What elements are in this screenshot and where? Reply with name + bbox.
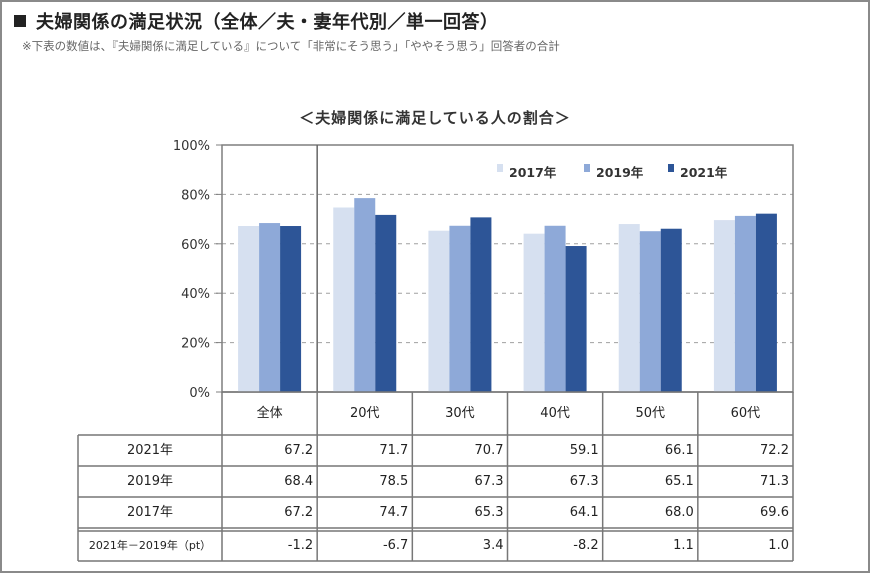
table-column-header: 60代 [730,406,761,421]
legend-swatch [668,164,674,172]
bar-2021-5 [755,213,777,392]
table-cell: 69.6 [760,505,789,520]
bar-2017-4 [618,224,640,392]
table-cell: 66.1 [664,443,694,458]
bar-2019-1 [354,198,376,392]
table-column-header: 20代 [349,406,380,421]
legend-item-2017: 2017年 [497,162,556,181]
legend-item-2019: 2019年 [584,162,643,181]
legend-item-2021: 2021年 [668,162,727,181]
table-row-label: 2021年 [126,443,174,458]
table-cell: 72.2 [760,443,789,458]
table-column-header: 30代 [445,406,475,421]
legend-label: 2017年 [509,165,557,180]
chart-title: ＜夫婦関係に満足している人の割合＞ [299,109,571,127]
table-cell: -6.7 [382,538,409,553]
bar-2017-2 [428,230,450,392]
bar-2019-2 [449,225,471,392]
bar-2021-1 [375,214,397,392]
table-cell: 65.1 [664,474,694,489]
bar-2021-2 [470,217,492,392]
bar-2019-0 [259,223,281,392]
table-cell: 3.4 [482,538,504,553]
table-cell: 68.4 [284,474,314,489]
bar-2017-1 [333,207,355,392]
legend-label: 2019年 [596,165,644,180]
table-cell: 1.0 [768,538,789,553]
square-bullet-icon [14,15,26,27]
table-column-header: 50代 [635,406,665,421]
y-tick-label: 0% [189,386,210,401]
plot-area-border [221,144,794,393]
y-tick-label: 60% [181,238,210,253]
bar-2017-0 [238,226,260,392]
table-cell: 70.7 [474,443,504,458]
y-tick-label: 80% [181,188,210,203]
table-cell: 59.1 [569,443,599,458]
bar-2021-3 [565,246,587,392]
page-title: 夫婦関係の満足状況（全体／夫・妻年代別／単一回答） [14,8,499,34]
table-cell: 68.0 [664,505,694,520]
legend-label: 2021年 [680,165,728,180]
bar-2017-5 [713,220,735,392]
y-tick-label: 100% [173,139,210,154]
table-cell: 64.1 [569,505,599,520]
table-cell: 74.7 [379,505,409,520]
table-cell: 1.1 [673,538,694,553]
bar-2019-3 [544,225,566,392]
legend-swatch [584,164,590,172]
table-cell: 71.7 [379,443,409,458]
bar-2021-4 [660,228,682,392]
bar-2019-5 [734,215,756,392]
footnote: ※下表の数値は、『夫婦関係に満足している』について「非常にそう思う」「ややそう思… [22,39,560,53]
y-tick-label: 20% [181,337,210,352]
bar-2019-4 [639,231,661,392]
bar-2021-0 [280,226,302,392]
table-cell: 67.3 [474,474,504,489]
table-cell: 67.2 [284,443,314,458]
bar-2017-3 [523,233,545,392]
table-cell: 67.2 [284,505,314,520]
table-row-label: 2019年 [126,474,174,489]
table-cell: 78.5 [379,474,409,489]
table-cell: -1.2 [287,538,314,553]
table-row-label: 2021年－2019年（pt） [88,539,212,552]
table-cell: -8.2 [573,538,599,553]
page-title-text: 夫婦関係の満足状況（全体／夫・妻年代別／単一回答） [36,12,499,33]
table-column-header: 全体 [256,406,283,421]
table-row-label: 2017年 [126,505,174,520]
table-cell: 65.3 [474,505,504,520]
table-cell: 67.3 [569,474,599,489]
table-column-header: 40代 [540,406,570,421]
table-cell: 71.3 [760,474,789,489]
legend-swatch [497,164,503,172]
y-tick-label: 40% [181,287,210,302]
